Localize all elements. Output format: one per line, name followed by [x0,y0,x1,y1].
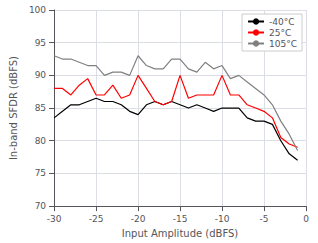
svg-text:In-band SFDR (dBFS): In-band SFDR (dBFS) [8,56,19,160]
svg-text:-30: -30 [47,214,62,224]
svg-text:-25: -25 [89,214,104,224]
svg-text:-15: -15 [173,214,188,224]
svg-text:75: 75 [35,168,46,178]
svg-text:80: 80 [35,136,47,146]
svg-text:25°C: 25°C [269,28,291,38]
svg-text:-40°C: -40°C [269,17,294,27]
svg-text:105°C: 105°C [269,39,297,49]
svg-text:-10: -10 [215,214,230,224]
svg-text:-5: -5 [260,214,269,224]
svg-text:0: 0 [303,214,309,224]
svg-text:90: 90 [35,70,47,80]
svg-text:70: 70 [35,201,47,211]
svg-text:100: 100 [29,5,46,15]
svg-text:95: 95 [35,38,46,48]
svg-text:85: 85 [35,103,46,113]
svg-text:-20: -20 [131,214,146,224]
svg-text:Input Amplitude (dBFS): Input Amplitude (dBFS) [122,228,239,239]
